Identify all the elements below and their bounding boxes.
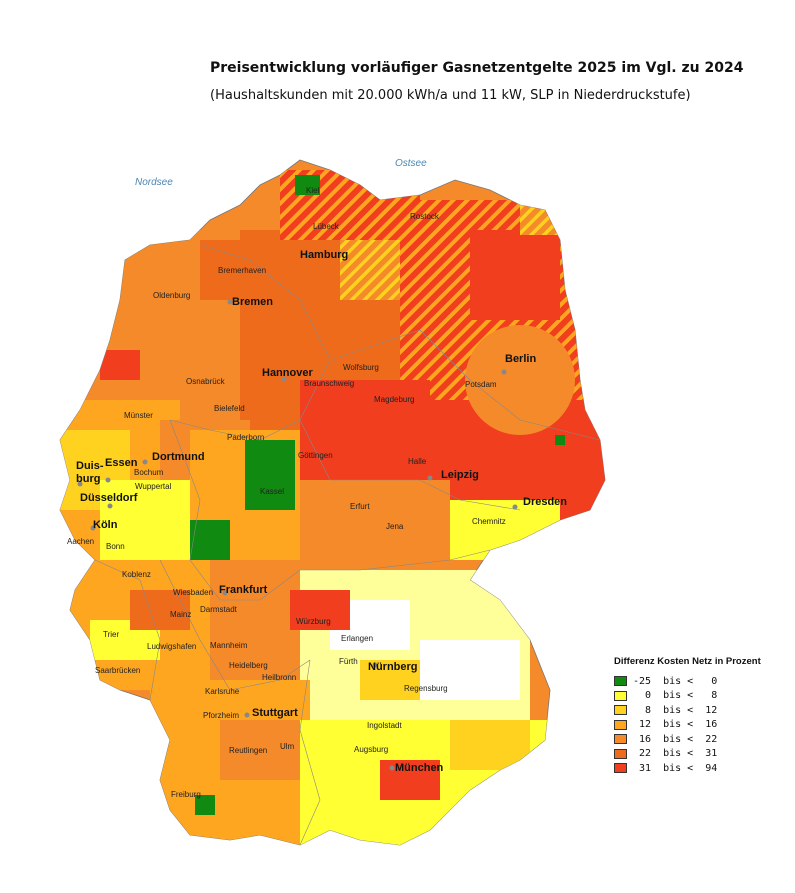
germany-regions <box>59 159 606 846</box>
city-label: Heilbronn <box>262 673 296 682</box>
city-label: Frankfurt <box>219 584 268 596</box>
map-legend: Differenz Kosten Netz in Prozent -25 bis… <box>614 656 761 776</box>
city-label: Kassel <box>260 487 284 496</box>
sea-label-nordsee: Nordsee <box>135 177 173 188</box>
city-label: Bonn <box>106 542 125 551</box>
city-label: Kiel <box>306 186 320 195</box>
city-label: Jena <box>386 522 404 531</box>
legend-item: 16 bis < 22 <box>614 732 761 747</box>
city-label: Regensburg <box>404 684 448 693</box>
city-label: Wolfsburg <box>343 363 379 372</box>
city-label: Heidelberg <box>229 661 268 670</box>
city-label: burg <box>76 473 100 485</box>
legend-label: -25 bis < 0 <box>633 675 718 687</box>
city-label: Potsdam <box>465 380 497 389</box>
city-label: Nürnberg <box>368 661 418 673</box>
map-title: Preisentwicklung vorläufiger Gasnetzentg… <box>210 60 744 76</box>
city-label: Ingolstadt <box>367 721 402 730</box>
city-label: Chemnitz <box>472 517 506 526</box>
city-label: Leipzig <box>441 469 479 481</box>
city-label: Rostock <box>410 212 440 221</box>
city-label: Mainz <box>170 610 191 619</box>
city-label: Stuttgart <box>252 707 298 719</box>
legend-swatch <box>614 676 627 687</box>
city-label: Dortmund <box>152 451 205 463</box>
city-label: Ulm <box>280 742 295 751</box>
city-label: Mannheim <box>210 641 248 650</box>
city-label: Osnabrück <box>186 377 226 386</box>
city-label: Magdeburg <box>374 395 414 404</box>
legend-label: 22 bis < 31 <box>633 748 718 760</box>
legend-rows: -25 bis < 0 0 bis < 8 8 bis < 12 12 bis … <box>614 674 761 776</box>
city-label: Reutlingen <box>229 746 267 755</box>
city-label: Oldenburg <box>153 291 190 300</box>
city-label: Pforzheim <box>203 711 239 720</box>
city-label: Bielefeld <box>214 404 245 413</box>
city-markers <box>77 253 518 771</box>
city-label: Saarbrücken <box>95 666 140 675</box>
legend-title: Differenz Kosten Netz in Prozent <box>614 656 761 667</box>
city-label: Aachen <box>67 537 94 546</box>
city-label: Erfurt <box>350 502 370 511</box>
city-labels-minor: Kiel Lübeck Rostock Bremerhaven Oldenbur… <box>67 186 506 799</box>
city-label: Koblenz <box>122 570 151 579</box>
city-label: Göttingen <box>298 451 333 460</box>
city-label: Würzburg <box>296 617 331 626</box>
city-label: Paderborn <box>227 433 264 442</box>
city-label: Bochum <box>134 468 164 477</box>
city-label: Hannover <box>262 367 313 379</box>
legend-swatch <box>614 763 627 774</box>
city-label: Münster <box>124 411 153 420</box>
legend-item: 8 bis < 12 <box>614 703 761 718</box>
city-label: Wiesbaden <box>173 588 213 597</box>
legend-label: 31 bis < 94 <box>633 762 718 774</box>
city-label: Augsburg <box>354 745 388 754</box>
legend-swatch <box>614 748 627 759</box>
city-label: München <box>395 762 444 774</box>
city-label: Essen <box>105 457 138 469</box>
city-label: Duis- <box>76 460 104 472</box>
city-label: Braunschweig <box>304 379 354 388</box>
city-label: Fürth <box>339 657 358 666</box>
legend-swatch <box>614 705 627 716</box>
city-label: Berlin <box>505 353 536 365</box>
city-label: Ludwigshafen <box>147 642 196 651</box>
legend-item: 12 bis < 16 <box>614 718 761 733</box>
legend-label: 16 bis < 22 <box>633 733 718 745</box>
city-label: Karlsruhe <box>205 687 240 696</box>
city-label: Lübeck <box>313 222 340 231</box>
city-label: Köln <box>93 519 118 531</box>
map-subtitle: (Haushaltskunden mit 20.000 kWh/a und 11… <box>210 88 691 103</box>
city-labels-major: Hamburg Bremen Hannover Berlin Dortmund … <box>76 249 567 774</box>
legend-swatch <box>614 734 627 745</box>
legend-swatch <box>614 690 627 701</box>
legend-item: 31 bis < 94 <box>614 761 761 776</box>
city-label: Düsseldorf <box>80 492 138 504</box>
city-label: Freiburg <box>171 790 201 799</box>
legend-swatch <box>614 719 627 730</box>
legend-label: 12 bis < 16 <box>633 719 718 731</box>
sea-label-ostsee: Ostsee <box>395 158 427 169</box>
legend-item: 0 bis < 8 <box>614 689 761 704</box>
legend-item: -25 bis < 0 <box>614 674 761 689</box>
city-label: Dresden <box>523 496 567 508</box>
city-label: Bremen <box>232 296 273 308</box>
city-label: Bremerhaven <box>218 266 266 275</box>
city-label: Trier <box>103 630 119 639</box>
legend-label: 8 bis < 12 <box>633 704 718 716</box>
city-label: Darmstadt <box>200 605 238 614</box>
city-label: Wuppertal <box>135 482 172 491</box>
legend-label: 0 bis < 8 <box>633 690 718 702</box>
city-label: Halle <box>408 457 427 466</box>
city-label: Hamburg <box>300 249 348 261</box>
legend-item: 22 bis < 31 <box>614 747 761 762</box>
city-label: Erlangen <box>341 634 373 643</box>
